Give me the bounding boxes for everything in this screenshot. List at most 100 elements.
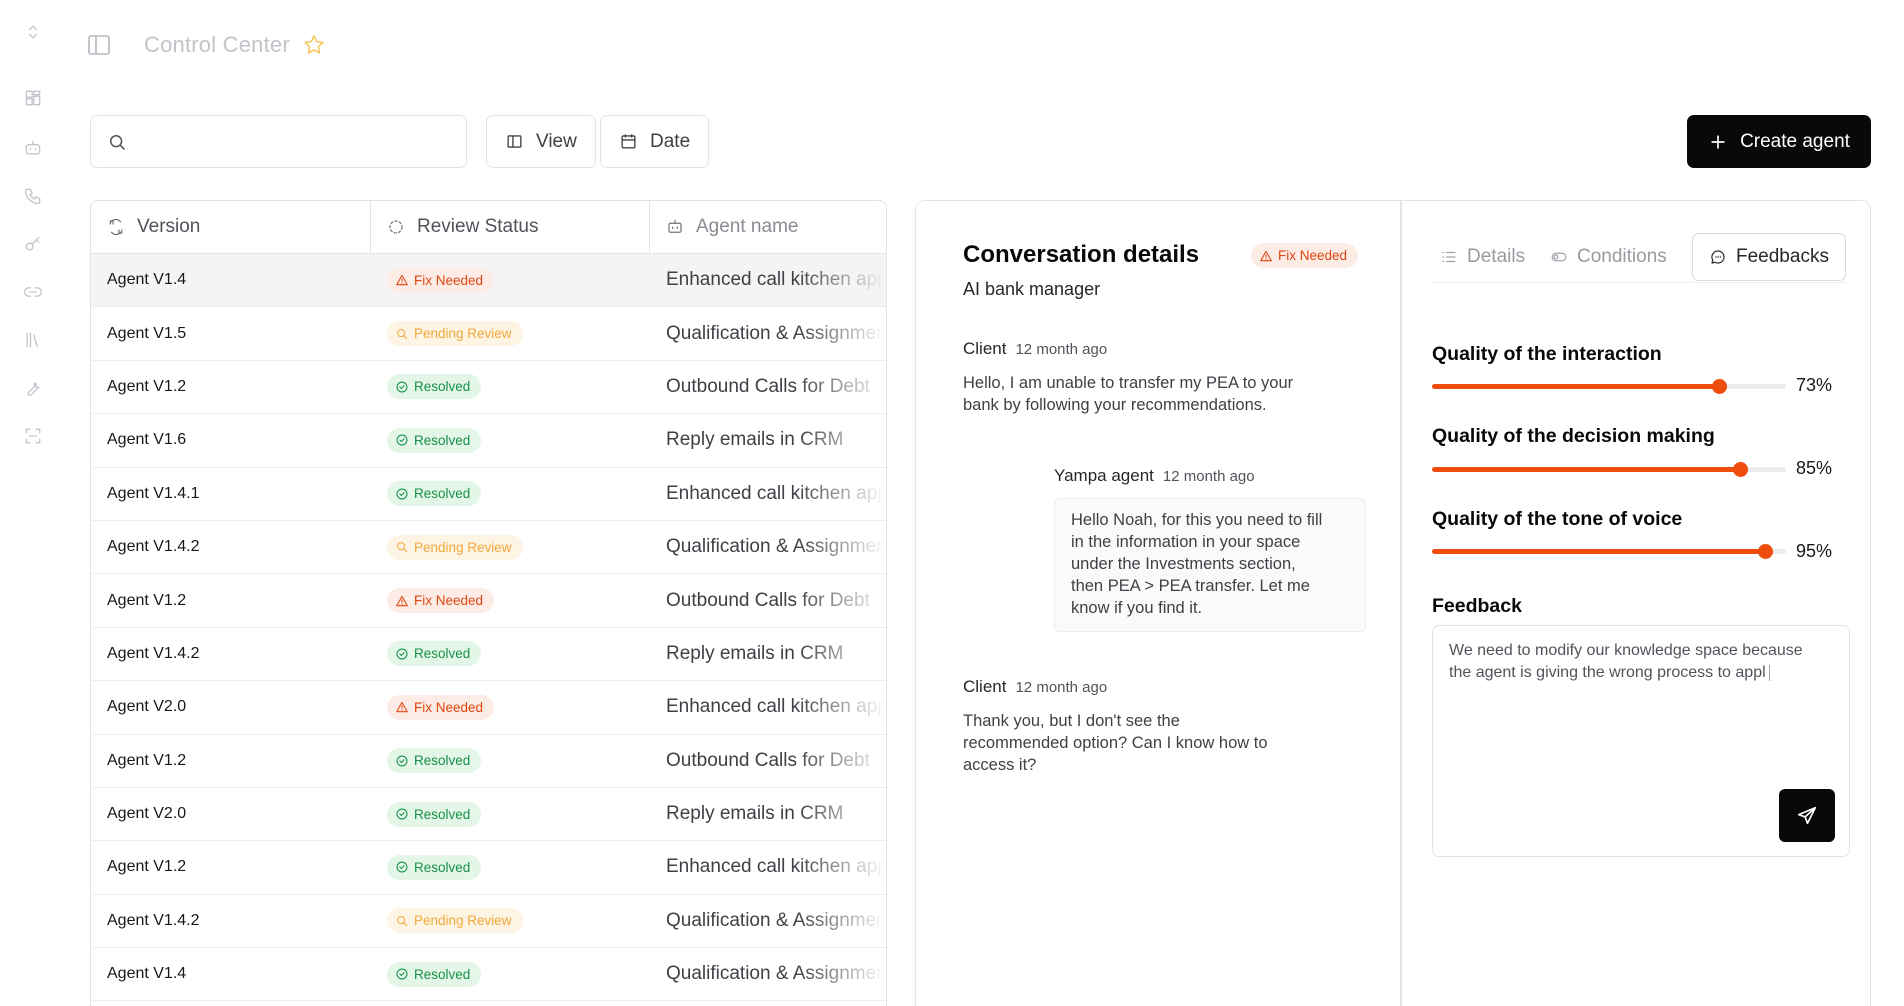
- sidebar-toggle-icon[interactable]: [86, 32, 112, 58]
- send-feedback-button[interactable]: [1779, 789, 1835, 842]
- status-badge-label: Resolved: [414, 859, 471, 875]
- key-icon[interactable]: [21, 232, 45, 256]
- tab-conditions[interactable]: Conditions: [1550, 233, 1667, 281]
- agent-name-cell: Enhanced call kitchen app: [650, 681, 886, 734]
- calendar-icon: [621, 134, 636, 149]
- status-badge-label: Resolved: [414, 646, 471, 662]
- scan-icon[interactable]: [21, 424, 45, 448]
- warning-icon: [395, 273, 409, 287]
- tab-feedbacks[interactable]: Feedbacks: [1692, 233, 1846, 281]
- metric-label: Quality of the decision making: [1432, 425, 1715, 447]
- search-field[interactable]: [90, 115, 467, 168]
- status-badge-label: Resolved: [414, 966, 471, 982]
- table-row[interactable]: Agent V2.0 Fix Needed Enhanced call kitche…: [91, 681, 886, 735]
- status-badge: Resolved: [387, 427, 482, 453]
- status-badge-label: Fix Needed: [414, 272, 484, 288]
- tab-label: Details: [1467, 246, 1526, 267]
- tab-label: Conditions: [1577, 246, 1667, 267]
- status-badge: Fix Needed: [387, 588, 495, 614]
- metric-value: 85%: [1796, 458, 1833, 478]
- table-row[interactable]: Agent V1.6 Resolved Reply emails in CRM: [91, 414, 886, 468]
- message-line: under the Investments section,: [1071, 555, 1296, 573]
- table-row[interactable]: Agent V1.2 Resolved Outbound Calls for Deb…: [91, 360, 886, 415]
- agent-name-cell: Outbound Calls for Debt: [650, 734, 886, 787]
- warning-icon: [395, 594, 409, 608]
- table-row[interactable]: Agent V1.4.2 Resolved Reply emails in CRM: [91, 627, 886, 682]
- phone-icon[interactable]: [21, 184, 45, 208]
- metric-slider[interactable]: [1432, 462, 1786, 477]
- message-line: Thank you, but I don't see the: [963, 712, 1180, 730]
- status-badge-label: Fix Needed: [414, 593, 484, 609]
- warning-icon: [1260, 250, 1272, 261]
- search-input[interactable]: [139, 131, 466, 152]
- table-row[interactable]: Agent V2.0 Resolved Reply emails in CRM: [91, 787, 886, 842]
- view-button[interactable]: View: [486, 115, 596, 168]
- message-author: Yampa agent: [1054, 466, 1154, 485]
- table-row[interactable]: Agent V1.2 Resolved Outbound Calls for Deb…: [91, 734, 886, 788]
- table-row[interactable]: Agent V1.2 Resolved Enhanced call kitchen …: [91, 841, 886, 895]
- tab-details[interactable]: Details: [1440, 233, 1525, 281]
- table-row[interactable]: Agent V1.4.1 Resolved Enhanced call kitche…: [91, 467, 886, 521]
- table-row[interactable]: Agent V1.4 Resolved Qualification & Assign…: [91, 948, 886, 1002]
- feedback-textarea[interactable]: We need to modify our knowledge space be…: [1432, 625, 1850, 857]
- agent-name-cell: Qualification & Assignment: [650, 307, 886, 360]
- wrench-icon[interactable]: [21, 376, 45, 400]
- message-author: Client: [963, 677, 1007, 696]
- message-time: 12 month ago: [1015, 679, 1108, 696]
- column-header-review-status[interactable]: Review Status: [371, 201, 650, 253]
- status-cell: Resolved: [371, 735, 650, 787]
- message-line: then PEA > PEA transfer. Let me: [1071, 577, 1310, 595]
- check-circle-icon: [395, 380, 409, 394]
- message-line: Hello, I am unable to transfer my PEA to…: [963, 374, 1294, 392]
- metric-value: 95%: [1796, 541, 1833, 561]
- status-badge-label: Pending Review: [414, 539, 512, 555]
- search-icon: [395, 327, 409, 341]
- message-text: Thank you, but I don't see the recommend…: [963, 710, 1268, 776]
- table-header: Version Review Status Agent name: [91, 201, 886, 254]
- feedback-tabs: Details Conditions Feedbacks: [1432, 233, 1850, 283]
- dashboard-icon[interactable]: [21, 86, 45, 110]
- metric-slider-handle[interactable]: [1732, 462, 1748, 477]
- table-row[interactable]: Agent V1.4.2 Pending Review Qualification …: [91, 894, 886, 949]
- create-agent-button[interactable]: Create agent: [1687, 115, 1871, 168]
- table-row[interactable]: Agent V1.4 Fix Needed Enhanced call kitche…: [91, 254, 886, 308]
- table-row[interactable]: Agent V1.4.2 Pending Review Qualification …: [91, 520, 886, 575]
- version-cell: Agent V1.4.2: [107, 644, 200, 662]
- table-row[interactable]: Agent V1.5 Pending Review Qualification & …: [91, 307, 886, 361]
- date-button-label: Date: [650, 130, 691, 152]
- status-badge: Resolved: [387, 854, 482, 880]
- agent-name-cell: Qualification & Assignment: [650, 894, 886, 948]
- search-icon: [395, 914, 409, 928]
- create-agent-label: Create agent: [1740, 130, 1850, 152]
- star-icon[interactable]: [302, 33, 326, 57]
- agent-name-cell: Qualification & Assignment: [650, 948, 886, 1001]
- date-button[interactable]: Date: [600, 115, 710, 168]
- chevron-updown-icon[interactable]: [21, 20, 45, 44]
- check-circle-icon: [395, 433, 409, 447]
- message-line: access it?: [963, 756, 1037, 774]
- metric-slider[interactable]: [1432, 379, 1786, 394]
- status-badge-label: Resolved: [414, 432, 471, 448]
- agent-name-cell: Reply emails in CRM: [650, 627, 886, 681]
- status-badge: Pending Review: [387, 534, 523, 560]
- list-icon: [1442, 251, 1456, 263]
- bot-icon[interactable]: [21, 136, 45, 160]
- metric-slider-handle[interactable]: [1711, 379, 1727, 394]
- version-cell: Agent V1.2: [107, 377, 187, 395]
- table-row[interactable]: Agent V1.2 Fix Needed Outbound Calls for D…: [91, 574, 886, 628]
- message-header: Yampa agent 12 month ago: [1054, 466, 1255, 486]
- message-author: Client: [963, 339, 1007, 358]
- library-icon[interactable]: [21, 328, 45, 352]
- metric-slider-handle[interactable]: [1757, 544, 1773, 559]
- agent-message-bubble: Hello Noah, for this you need to fill in…: [1054, 498, 1366, 632]
- agent-name-cell: Enhanced call kitchen app: [650, 467, 886, 520]
- link-icon[interactable]: [21, 280, 45, 304]
- metric-slider[interactable]: [1432, 544, 1786, 559]
- panel-divider: [1400, 201, 1402, 1006]
- icon-rail: [0, 0, 66, 1006]
- loader-circle-icon: [389, 220, 403, 234]
- column-header-version[interactable]: Version: [91, 201, 371, 253]
- column-header-agent-name[interactable]: Agent name: [650, 201, 886, 253]
- status-badge-label: Resolved: [414, 379, 471, 395]
- metric-value: 73%: [1796, 375, 1833, 395]
